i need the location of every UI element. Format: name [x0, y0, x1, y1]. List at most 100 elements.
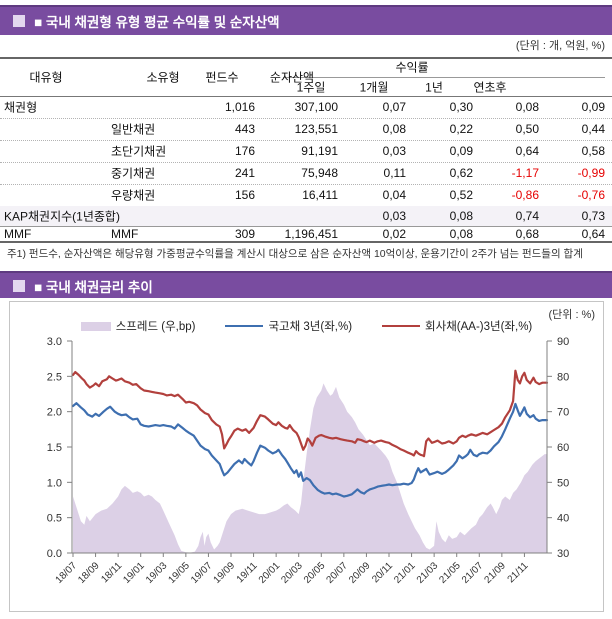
cell-1week: 0,03: [382, 144, 406, 158]
x-tick-label: 20/05: [302, 560, 328, 586]
y-tick-label-right: 30: [557, 548, 569, 560]
table-row: 초단기채권 176 91,191 0,03 0,09 0,64 0,58: [0, 140, 612, 163]
y-tick-label-right: 40: [557, 513, 569, 525]
legend-item-treasury: 국고채 3년(좌,%): [225, 318, 352, 334]
section2-title: ■ 국내 채권금리 추이: [34, 279, 153, 295]
header-bottom-border: [0, 96, 612, 97]
section2-title-bar: ■ 국내 채권금리 추이: [0, 271, 612, 298]
cell-funds: 241: [234, 166, 255, 180]
section1-title: ■ 국내 채권형 유형 평균 수익률 및 순자산액: [34, 15, 280, 30]
cell-1week: 0,03: [382, 209, 406, 223]
bond-rate-chart: 0.0 0.5 1.0 1.5 2.0 2.5 3.0 30 40 50 60 70 80 90 18/07…: [47, 336, 570, 586]
header-subtype: 소유형: [146, 70, 180, 85]
cell-1week: 0,02: [382, 226, 406, 241]
x-tick-label: 21/05: [437, 560, 463, 586]
header-funds: 펀드수: [205, 70, 239, 85]
legend-label: 스프레드 (우,bp): [115, 321, 196, 333]
x-tick-label: 20/09: [347, 560, 373, 586]
cell-ytd: -0,76: [577, 188, 605, 202]
cell-type: 채권형: [4, 100, 38, 115]
cell-1month: 0,09: [449, 144, 473, 158]
cell-assets: 75,948: [301, 166, 338, 180]
legend-item-spread: 스프레드 (우,bp): [80, 318, 196, 334]
table-unit-note: (단위 : 개, 억원, %): [515, 40, 605, 52]
cell-ytd: 0,64: [581, 226, 605, 241]
cell-1year: -0,86: [511, 188, 539, 202]
cell-assets: 16,411: [302, 188, 338, 202]
cell-ytd: 0,73: [581, 209, 605, 223]
header-type: 대유형: [29, 70, 63, 85]
x-tick-label: 19/09: [212, 560, 238, 586]
y-tick-label-right: 50: [557, 477, 569, 489]
cell-1week: 0,07: [382, 100, 406, 114]
cell-subtype: 우량채권: [111, 188, 156, 203]
x-tick-label: 19/05: [167, 560, 193, 586]
x-tick-label: 19/01: [121, 560, 147, 586]
cell-1year: 0,64: [515, 144, 539, 158]
cell-1year: 0,68: [515, 226, 539, 241]
cell-subtype: 초단기채권: [111, 144, 167, 159]
cell-type: KAP채권지수(1년종합): [4, 209, 120, 224]
table-footnote: 주1) 펀드수, 순자산액은 해당유형 가중평균수익률을 계산시 대상으로 삼은…: [7, 248, 583, 260]
y-tick-label-left: 3.0: [47, 336, 62, 348]
y-tick-label-left: 2.5: [47, 371, 62, 383]
table-row: KAP채권지수(1년종합) 0,03 0,08 0,74 0,73: [0, 206, 612, 227]
x-tick-label: 20/11: [370, 560, 395, 585]
table-bottom-border: [0, 241, 612, 243]
cell-funds: 309: [234, 226, 255, 241]
y-tick-label-right: 60: [557, 442, 569, 454]
cell-funds: 1,016: [224, 100, 255, 114]
y-tick-label-left: 0.5: [47, 513, 62, 525]
x-tick-label: 20/03: [279, 560, 305, 586]
table-row: 채권형 1,016 307,100 0,07 0,30 0,08 0,09: [0, 96, 612, 119]
treasury-line-swatch-icon: [225, 324, 264, 328]
header-ytd: 연초후: [473, 80, 507, 95]
cell-assets: 91,191: [301, 144, 338, 158]
legend-item-corporate: 회사채(AA-)3년(좌,%): [382, 318, 532, 334]
section-bullet-icon: [13, 15, 25, 27]
cell-1month: 0,08: [449, 226, 473, 241]
header-assets: 순자산액: [269, 70, 315, 85]
table-row: 중기채권 241 75,948 0,11 0,62 -1,17 -0,99: [0, 162, 612, 185]
cell-funds: 156: [234, 188, 255, 202]
y-tick-label-left: 1.5: [47, 442, 62, 454]
x-tick-label: 18/09: [76, 560, 102, 586]
x-tick-label: 21/07: [460, 560, 486, 586]
y-tick-label-left: 0.0: [47, 548, 62, 560]
cell-1month: 0,08: [449, 209, 473, 223]
cell-ytd: 0,09: [581, 100, 605, 114]
header-1year: 1년: [425, 80, 443, 95]
x-tick-label: 18/07: [54, 560, 80, 586]
cell-type: MMF: [4, 226, 32, 241]
cell-1week: 0,08: [382, 122, 406, 136]
x-tick-label: 21/01: [392, 560, 418, 586]
cell-assets: 1,196,451: [284, 226, 338, 241]
x-tick-label: 21/09: [483, 560, 509, 586]
legend-label: 회사채(AA-)3년(좌,%): [425, 321, 533, 333]
chart-legend: 스프레드 (우,bp) 국고채 3년(좌,%) 회사채(AA-)3년(좌,%): [10, 318, 603, 334]
cell-1year: -1,17: [511, 166, 539, 180]
returns-group-underline: [283, 77, 605, 78]
x-tick-label: 18/11: [99, 560, 124, 585]
y-tick-label-right: 70: [557, 407, 569, 419]
bond-rate-chart-panel: (단위 : %) 스프레드 (우,bp) 국고채 3년(좌,%) 회사채(AA-…: [9, 301, 604, 612]
x-tick-label: 20/01: [257, 560, 283, 586]
header-1month: 1개월: [359, 80, 389, 95]
treasury-line: [71, 402, 549, 498]
table-row: MMF MMF 309 1,196,451 0,02 0,08 0,68 0,6…: [0, 226, 612, 241]
table-top-border: [0, 57, 612, 59]
corporate-line: [71, 369, 549, 458]
spread-area-swatch-icon: [80, 321, 111, 331]
spread-area: [73, 383, 547, 553]
cell-1month: 0,30: [449, 100, 473, 114]
cell-assets: 123,551: [294, 122, 338, 136]
bond-fund-table: 대유형 소유형 펀드수 순자산액 수익률 1주일 1개월 1년 연초후 채권형 …: [0, 57, 612, 243]
section-bullet-icon: [13, 279, 25, 292]
cell-ytd: -0,99: [577, 166, 605, 180]
cell-funds: 176: [234, 144, 255, 158]
cell-funds: 443: [234, 122, 255, 136]
header-1week: 1주일: [296, 80, 326, 95]
cell-1week: 0,11: [383, 166, 406, 180]
cell-1year: 0,08: [515, 100, 539, 114]
